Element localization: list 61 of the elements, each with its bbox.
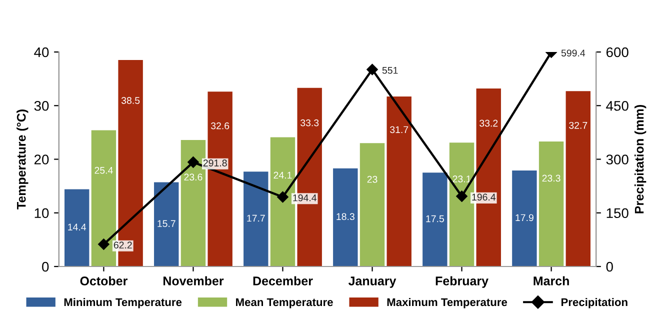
y2-tick-label: 300 [606,154,628,164]
legend-label: Precipitation [561,298,628,308]
data-label: 23.1 [452,176,471,182]
point [366,64,378,76]
x-tick-label: February [436,276,488,288]
data-label: 14.4 [68,224,86,230]
data-label: 33.2 [480,120,498,127]
data-label: 24.1 [274,172,292,179]
y2-tick-label: 0 [606,262,613,272]
bar [360,143,385,266]
y-tick-label: 0 [42,262,49,272]
y-tick-label: 20 [34,154,49,164]
data-label: 17.5 [426,215,444,222]
bar [512,170,537,266]
legend-label: Minimum Temperature [64,298,182,308]
data-label: 17.9 [516,214,534,222]
point [188,156,199,168]
data-label: 25.4 [94,166,113,174]
bar [154,182,179,266]
legend-label: Mean Temperature [236,298,333,308]
data-label: 196.4 [472,194,496,201]
x-tick-label: January [348,276,396,288]
bar [244,172,268,266]
data-label: 23.3 [542,174,560,182]
data-label: 32.7 [569,122,588,129]
data-label: 33.3 [300,119,319,126]
y-tick-label: 10 [34,208,49,218]
data-label: 18.3 [336,213,354,220]
data-label: 15.7 [158,220,176,228]
point [277,191,288,203]
bar [333,168,358,266]
x-tick-label: March [534,276,569,286]
bar [538,142,564,266]
y2-axis-title: Precipitation (mm) [634,105,646,214]
bar [386,96,412,266]
legend-label: Maximum Temperature [387,298,508,308]
data-label: 17.7 [247,214,265,222]
x-tick-label: October [80,276,128,286]
point [456,190,468,202]
data-label: 32.6 [210,122,230,130]
bar [64,189,90,266]
data-label: 194.4 [293,194,317,202]
data-label: 62.2 [114,242,132,249]
y-tick-label: 40 [34,47,49,58]
bar [422,172,448,266]
data-label: 31.7 [390,126,408,134]
x-tick-label: December [253,276,313,286]
y2-tick-label: 450 [606,100,628,111]
data-label: 291.8 [203,160,227,166]
bar [566,91,590,266]
y2-tick-label: 150 [606,208,628,218]
point [98,238,110,250]
y-tick-label: 30 [34,100,49,111]
x-tick-label: November [163,276,224,286]
y-axis-title: Temperature (°C) [16,110,28,210]
data-label: 551 [382,66,398,74]
data-label: 38.5 [121,97,140,104]
data-label: 599.4 [561,50,586,56]
data-label: 23.6 [184,174,202,181]
y2-tick-label: 600 [606,47,628,58]
data-label: 23 [367,176,378,183]
